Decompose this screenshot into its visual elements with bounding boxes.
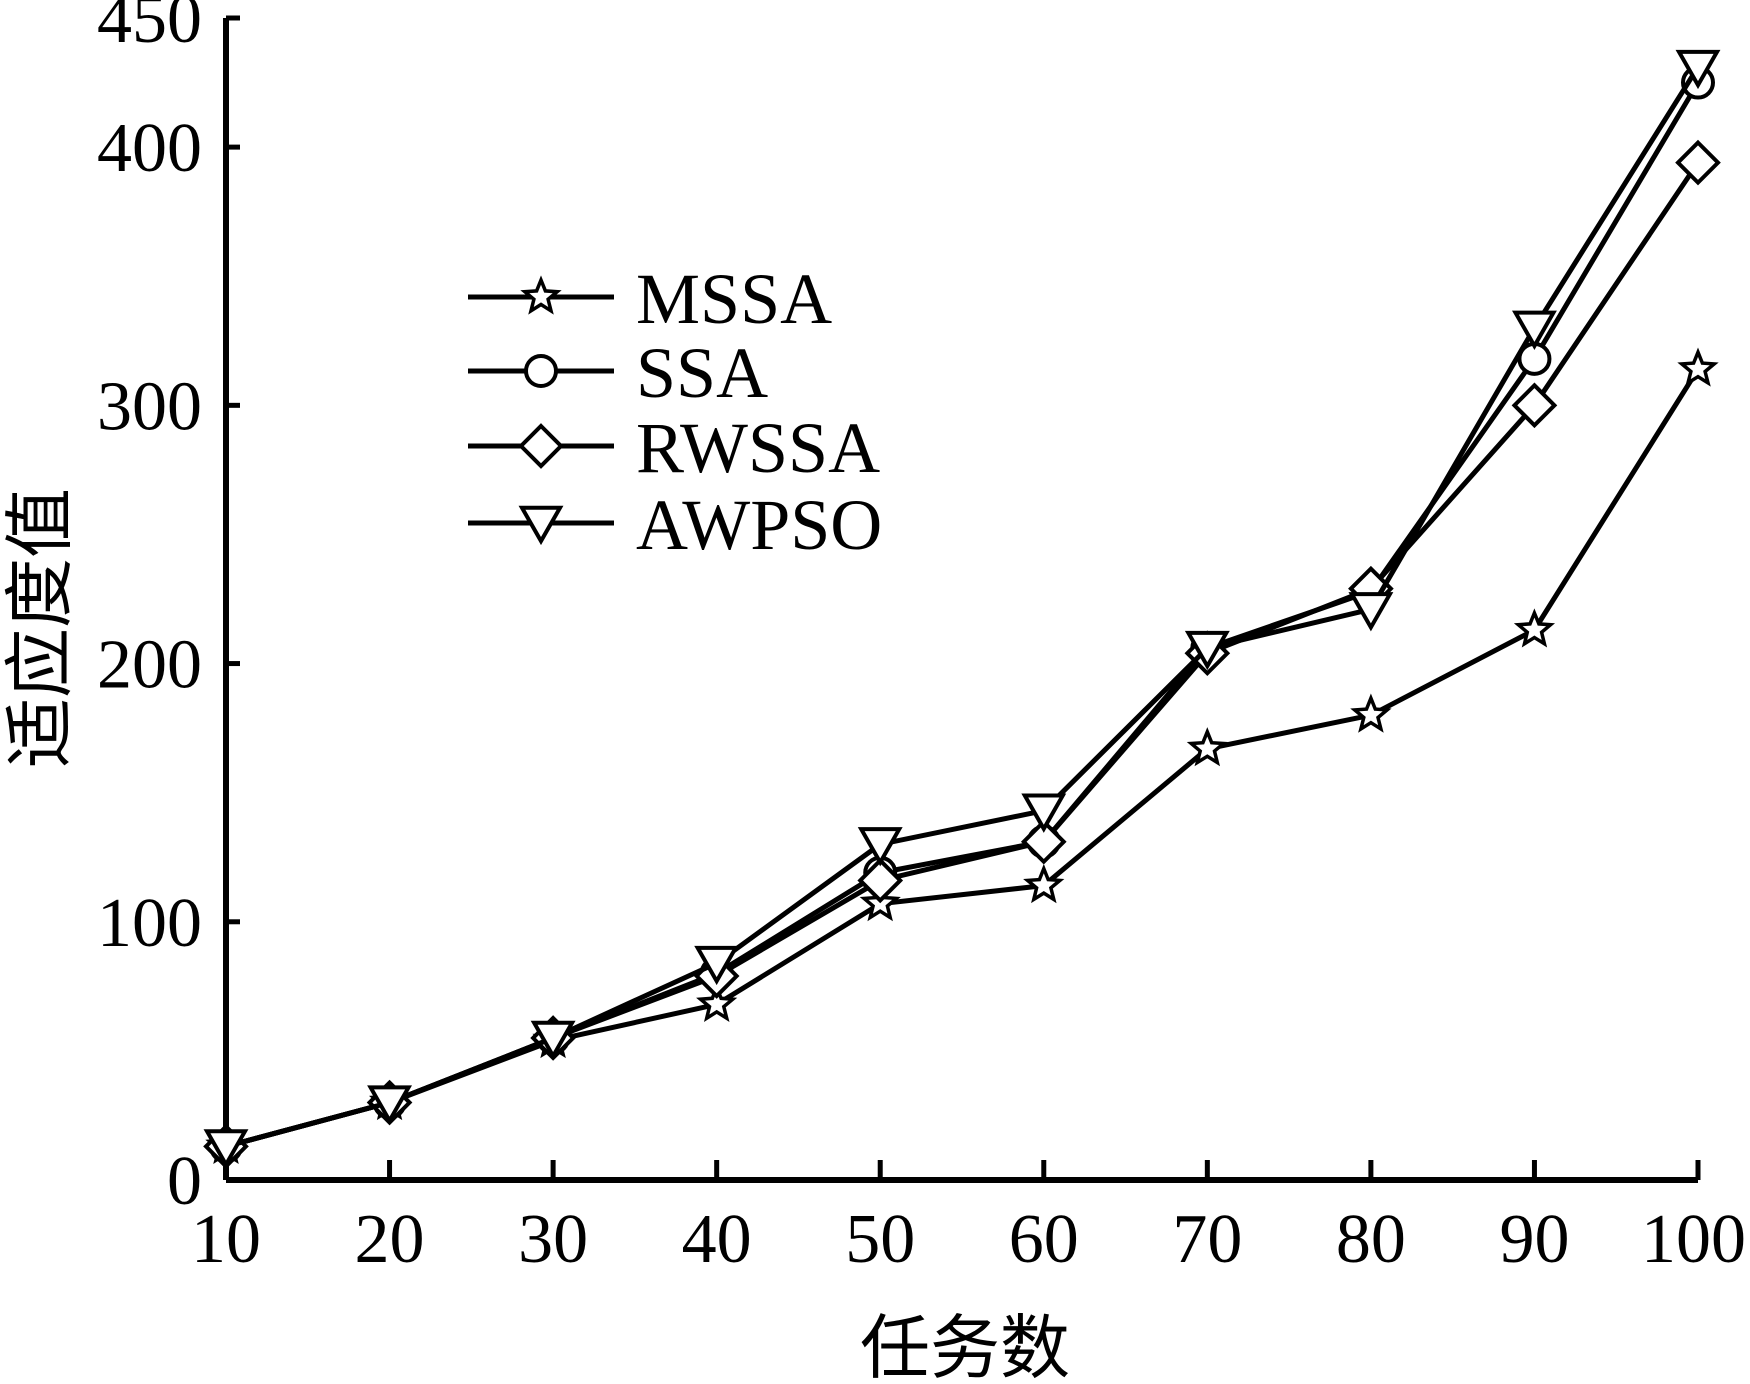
data-point-rwssa xyxy=(1020,818,1067,865)
data-point-mssa xyxy=(1350,693,1392,733)
y-tick-label: 400 xyxy=(97,110,202,187)
data-point-awpso xyxy=(530,1020,576,1061)
data-point-rwssa xyxy=(857,857,904,904)
x-tick-label: 70 xyxy=(1172,1201,1242,1278)
x-tick-label: 80 xyxy=(1336,1201,1406,1278)
y-axis-title: 适应度值 xyxy=(3,488,80,768)
series-ssa xyxy=(209,65,1715,1164)
legend-label: RWSSA xyxy=(636,408,880,488)
y-ticks: 0 100 200 300 400 450 xyxy=(97,0,240,1220)
data-point-mssa xyxy=(1677,347,1719,387)
data-point-awpso xyxy=(694,945,740,986)
data-point-awpso xyxy=(1675,49,1721,90)
y-tick-label: 450 xyxy=(97,0,202,58)
data-point-mssa xyxy=(1186,727,1228,767)
x-tick-label: 30 xyxy=(518,1201,588,1278)
data-point-awpso xyxy=(1184,630,1230,671)
legend-item-rwssa: RWSSA xyxy=(468,408,880,488)
x-tick-label: 60 xyxy=(1009,1201,1079,1278)
x-ticks: 10 20 30 40 50 60 70 80 90 100 xyxy=(191,1160,1746,1278)
series-line-rwssa xyxy=(225,161,1701,1149)
legend-label: AWPSO xyxy=(636,485,882,565)
legend-item-ssa: SSA xyxy=(468,333,768,413)
series-line-mssa xyxy=(225,367,1701,1149)
series-group xyxy=(203,49,1721,1170)
x-tick-label: 90 xyxy=(1499,1201,1569,1278)
data-point-mssa xyxy=(696,982,738,1023)
legend-marker xyxy=(524,354,558,388)
legend-item-awpso: AWPSO xyxy=(468,485,882,565)
data-point-awpso xyxy=(857,827,903,867)
x-tick-label: 20 xyxy=(355,1201,425,1278)
axes xyxy=(223,18,1698,1183)
legend-marker xyxy=(520,275,562,315)
data-point-awpso xyxy=(1021,793,1067,833)
y-tick-label: 200 xyxy=(97,627,202,704)
series-line-ssa xyxy=(225,81,1701,1149)
legend-label: MSSA xyxy=(636,259,832,339)
x-tick-label: 40 xyxy=(682,1201,752,1278)
data-point-awpso xyxy=(1511,310,1557,350)
legend-label: SSA xyxy=(636,333,768,413)
y-tick-label: 0 xyxy=(167,1143,202,1220)
y-tick-label: 300 xyxy=(97,368,202,445)
x-axis-title: 任务数 xyxy=(860,1311,1070,1384)
series-line-awpso xyxy=(225,65,1701,1149)
x-tick-label: 100 xyxy=(1641,1201,1746,1278)
data-point-awpso xyxy=(367,1085,413,1125)
data-point-awpso xyxy=(203,1129,249,1169)
data-point-rwssa xyxy=(1675,139,1721,186)
data-point-mssa xyxy=(1513,608,1556,648)
legend-marker xyxy=(518,423,564,469)
x-tick-label: 10 xyxy=(191,1201,261,1278)
legend-marker xyxy=(518,505,564,546)
legend-item-mssa: MSSA xyxy=(468,259,832,339)
series-mssa xyxy=(205,347,1719,1165)
x-tick-label: 50 xyxy=(845,1201,915,1278)
series-awpso xyxy=(203,49,1721,1169)
data-point-rwssa xyxy=(1511,382,1558,429)
data-point-mssa xyxy=(1023,863,1065,904)
data-point-awpso xyxy=(1348,592,1394,632)
y-tick-label: 100 xyxy=(97,885,202,962)
